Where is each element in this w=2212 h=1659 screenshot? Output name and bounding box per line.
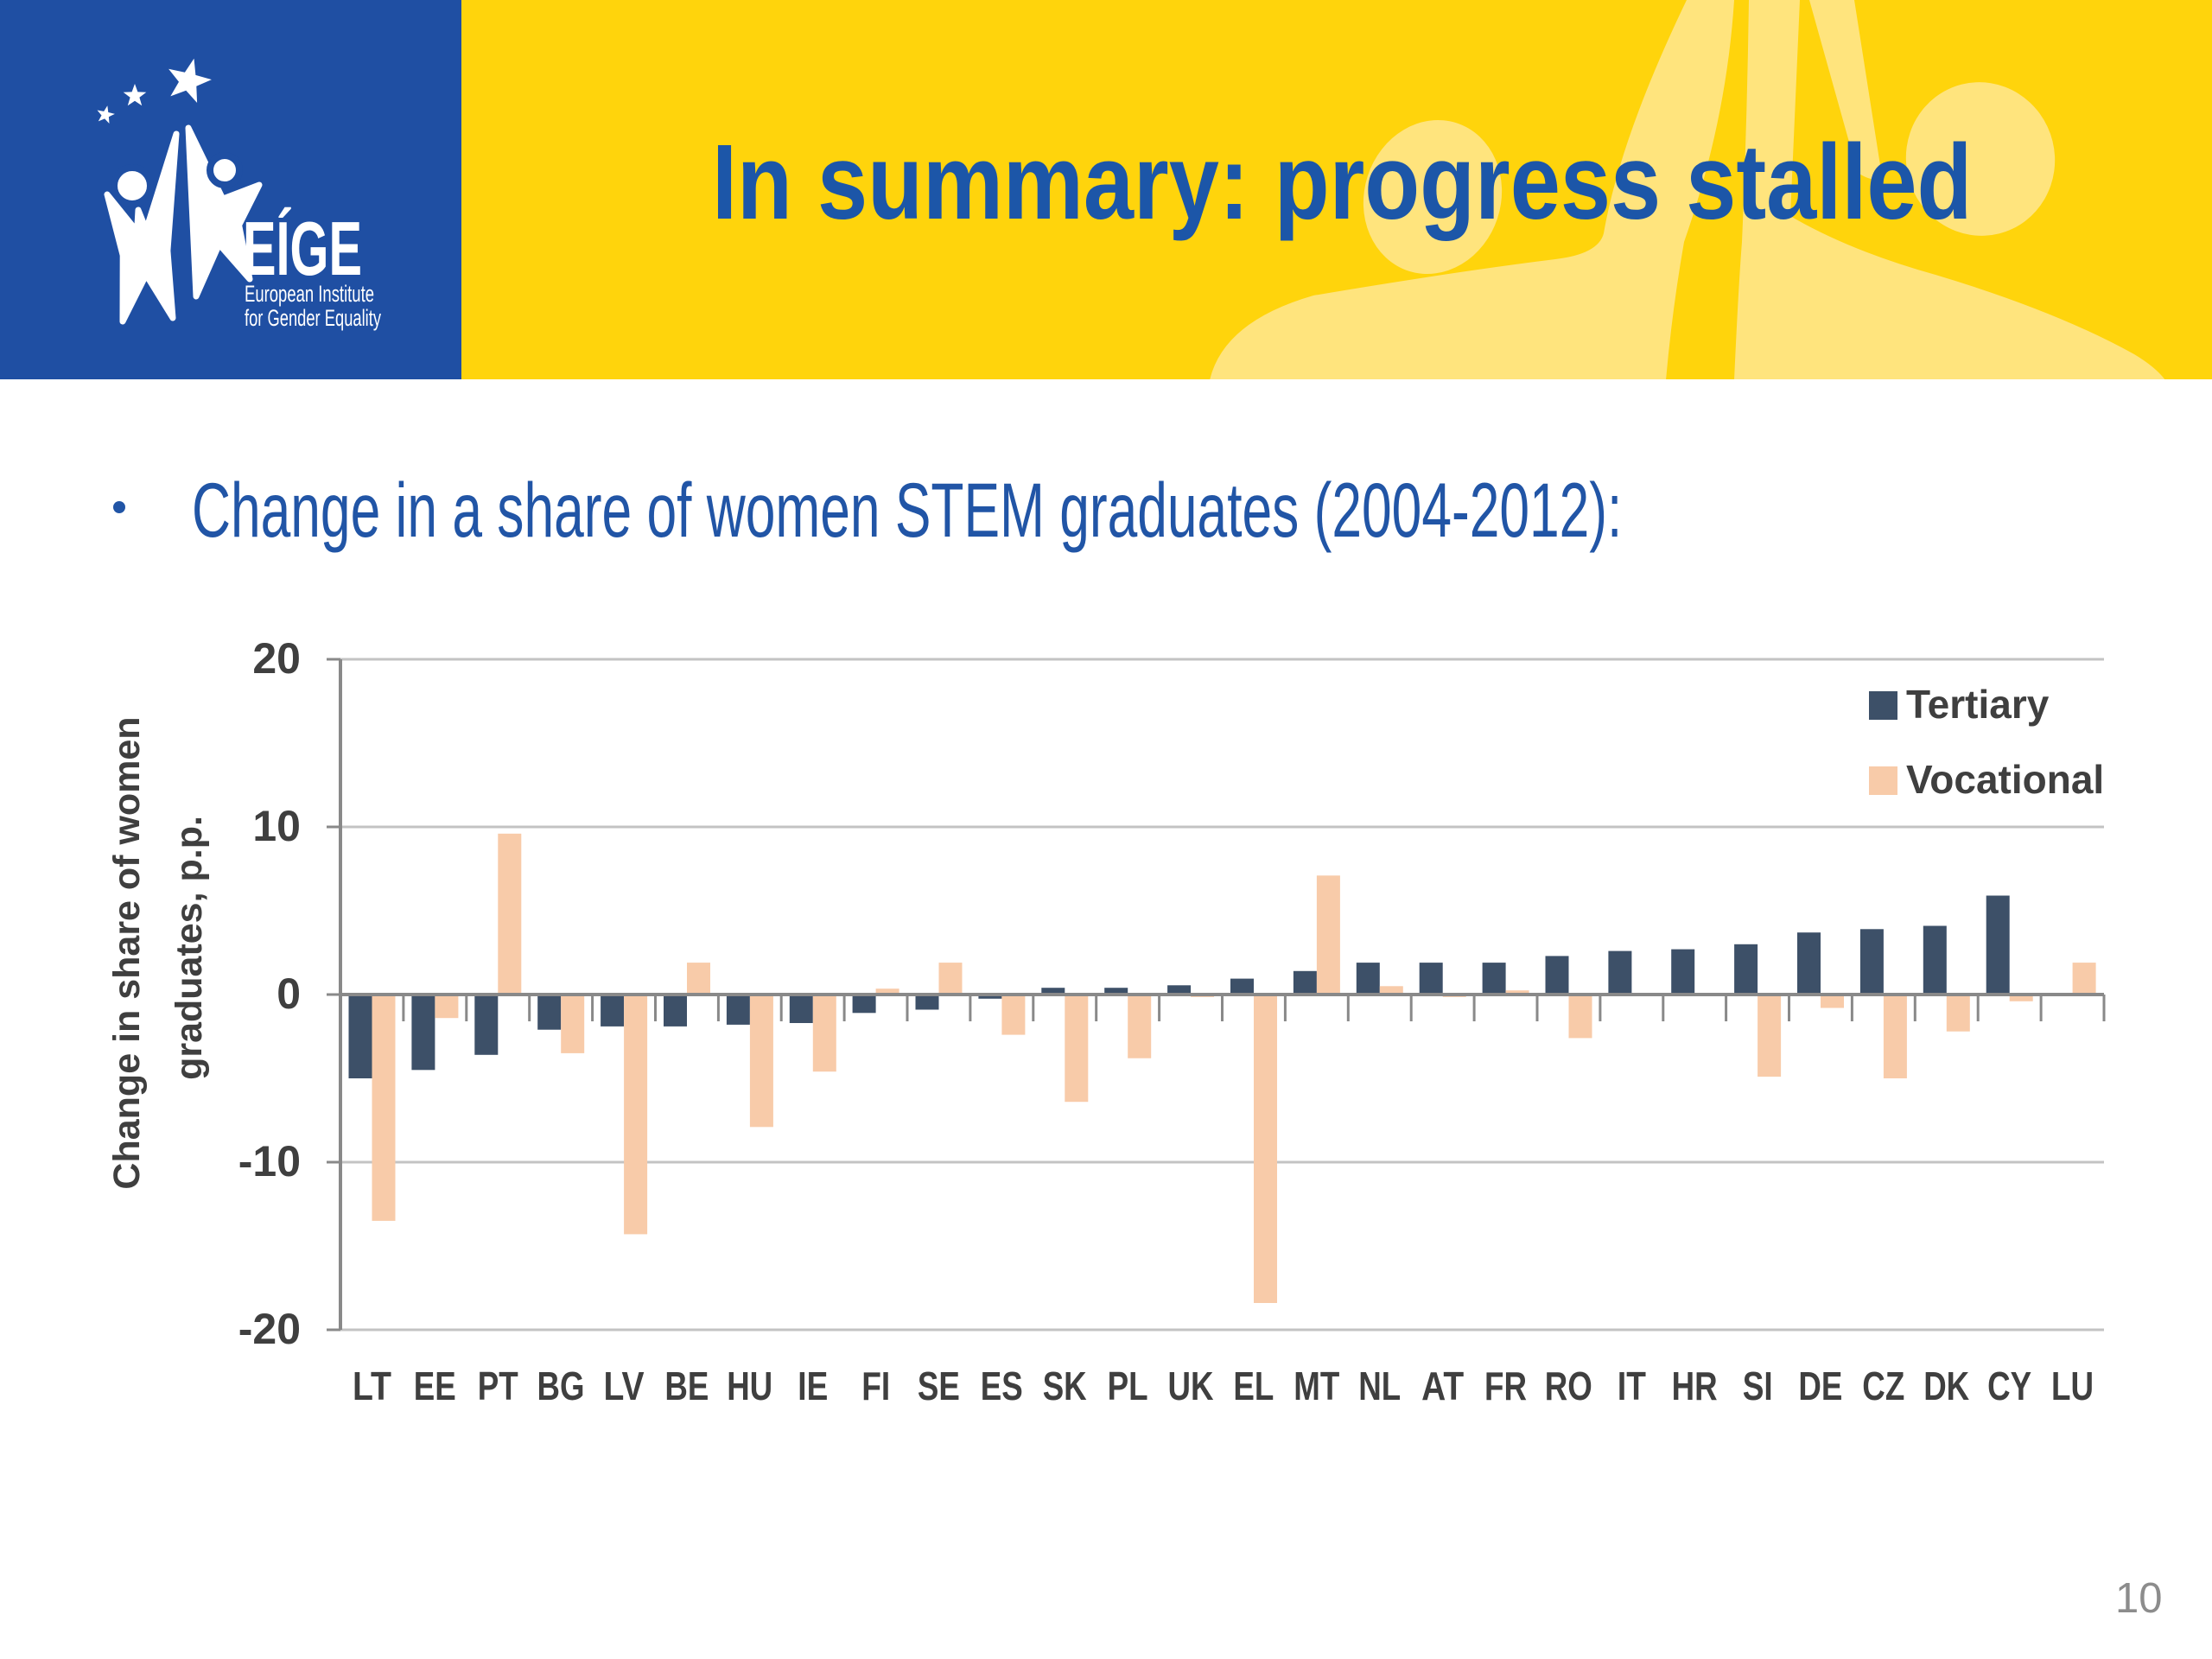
- svg-text:EÍGE: EÍGE: [243, 206, 362, 291]
- svg-text:SE: SE: [918, 1363, 960, 1408]
- svg-text:SI: SI: [1743, 1363, 1773, 1408]
- svg-text:RO: RO: [1545, 1363, 1592, 1408]
- svg-text:20: 20: [252, 634, 301, 683]
- svg-text:for Gender Equality: for Gender Equality: [245, 305, 381, 331]
- svg-text:ES: ES: [981, 1363, 1023, 1408]
- svg-text:LU: LU: [2051, 1363, 2094, 1408]
- svg-text:NL: NL: [1358, 1363, 1401, 1408]
- svg-text:IE: IE: [798, 1363, 828, 1408]
- svg-text:IT: IT: [1618, 1363, 1646, 1408]
- svg-text:CY: CY: [1987, 1363, 2031, 1408]
- svg-text:DK: DK: [1923, 1363, 1969, 1408]
- svg-text:LV: LV: [604, 1363, 645, 1408]
- svg-text:PT: PT: [478, 1363, 518, 1408]
- svg-text:Tertiary: Tertiary: [1906, 682, 2050, 727]
- svg-text:MT: MT: [1294, 1363, 1339, 1408]
- svg-text:DE: DE: [1798, 1363, 1842, 1408]
- svg-text:AT: AT: [1421, 1363, 1464, 1408]
- svg-text:FI: FI: [861, 1363, 890, 1408]
- svg-text:-10: -10: [238, 1137, 301, 1185]
- svg-text:graduates, p.p.: graduates, p.p.: [168, 816, 210, 1080]
- svg-text:European Institute: European Institute: [245, 281, 374, 307]
- svg-text:10: 10: [252, 802, 301, 850]
- svg-text:SK: SK: [1043, 1363, 1087, 1408]
- svg-text:Change in share of women: Change in share of women: [106, 716, 148, 1189]
- svg-text:HU: HU: [727, 1363, 772, 1408]
- svg-text:BE: BE: [664, 1363, 709, 1408]
- svg-text:HR: HR: [1672, 1363, 1718, 1408]
- svg-text:PL: PL: [1108, 1363, 1148, 1408]
- svg-text:CZ: CZ: [1862, 1363, 1904, 1408]
- svg-text:BG: BG: [537, 1363, 585, 1408]
- svg-text:FR: FR: [1484, 1363, 1527, 1408]
- svg-text:EL: EL: [1233, 1363, 1274, 1408]
- svg-text:LT: LT: [353, 1363, 391, 1408]
- svg-text:-20: -20: [238, 1305, 301, 1353]
- svg-text:Vocational: Vocational: [1906, 757, 2104, 802]
- svg-text:EE: EE: [414, 1363, 456, 1408]
- svg-text:UK: UK: [1168, 1363, 1214, 1408]
- svg-text:0: 0: [276, 969, 301, 1018]
